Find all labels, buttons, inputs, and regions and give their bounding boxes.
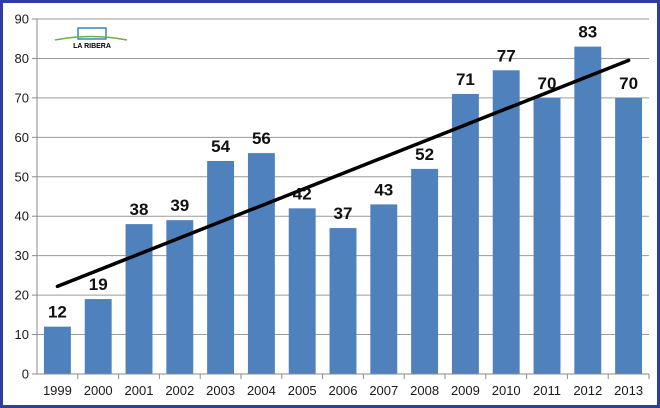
x-tick-label: 2005 [288,383,317,398]
bar [43,326,71,374]
y-tick-label: 80 [15,51,29,66]
bar [411,168,439,374]
x-tick-label: 2013 [614,383,643,398]
bars [43,46,643,375]
bar [533,97,561,374]
y-tick-label: 0 [22,367,29,382]
data-label: 37 [334,204,353,223]
bar [329,228,357,374]
y-tick-label: 40 [15,209,29,224]
trendline [55,58,631,289]
company-logo: LA RIBERA [54,27,128,50]
logo-text: LA RIBERA [73,43,111,50]
data-label: 70 [538,74,557,93]
x-tick-label: 2002 [165,383,194,398]
x-tick-label: 2009 [451,383,480,398]
bar [492,70,520,375]
data-label: 54 [211,137,230,156]
bar [451,93,479,374]
bar [615,97,643,374]
x-tick-label: 2010 [492,383,521,398]
bar [247,153,275,374]
x-tick-label: 2001 [125,383,154,398]
x-tick-label: 2006 [329,383,358,398]
bar [207,161,235,374]
y-tick-label: 50 [15,169,29,184]
data-label: 83 [578,23,597,42]
trendline-group [55,58,631,289]
x-tick-label: 2008 [410,383,439,398]
bar [288,208,316,374]
data-label: 56 [252,129,271,148]
x-tick-label: 2007 [369,383,398,398]
data-labels: 12 19 38 39 54 56 42 37 43 52 71 77 70 83 70 [48,23,638,322]
data-label: 42 [293,184,312,203]
data-label: 43 [374,180,393,199]
y-tick-label: 90 [15,12,29,27]
y-tick-label: 20 [15,288,29,303]
x-tick-label: 2012 [573,383,602,398]
x-tick-label: 2003 [206,383,235,398]
x-tick-label: 2000 [84,383,113,398]
x-tick-label: 2011 [533,383,561,398]
bar [125,224,153,374]
axes: 0 10 20 30 40 50 60 70 80 90 1999 2000 2001 2002 2003 2… [15,12,650,398]
y-tick-label: 60 [15,130,29,145]
logo-building-icon [77,27,107,40]
x-tick-label: 2004 [247,383,276,398]
y-tick-label: 10 [15,327,29,342]
data-label: 70 [619,74,638,93]
data-label: 52 [415,145,434,164]
y-tick-label: 30 [15,248,29,263]
bar-chart: 12 19 38 39 54 56 42 37 43 52 71 77 70 83 70 0 10 20 30 40… [15,12,650,398]
bar [370,204,398,374]
bar [84,299,112,374]
data-label: 19 [89,275,108,294]
data-label: 12 [48,303,67,322]
data-label: 38 [130,200,149,219]
x-tick-label: 1999 [43,383,72,398]
bar [574,46,602,374]
logo-swoosh-icon [54,35,128,41]
data-label: 71 [456,70,475,89]
y-tick-label: 70 [15,90,29,105]
data-label: 39 [170,196,189,215]
data-label: 77 [497,46,516,65]
bar [166,220,194,374]
